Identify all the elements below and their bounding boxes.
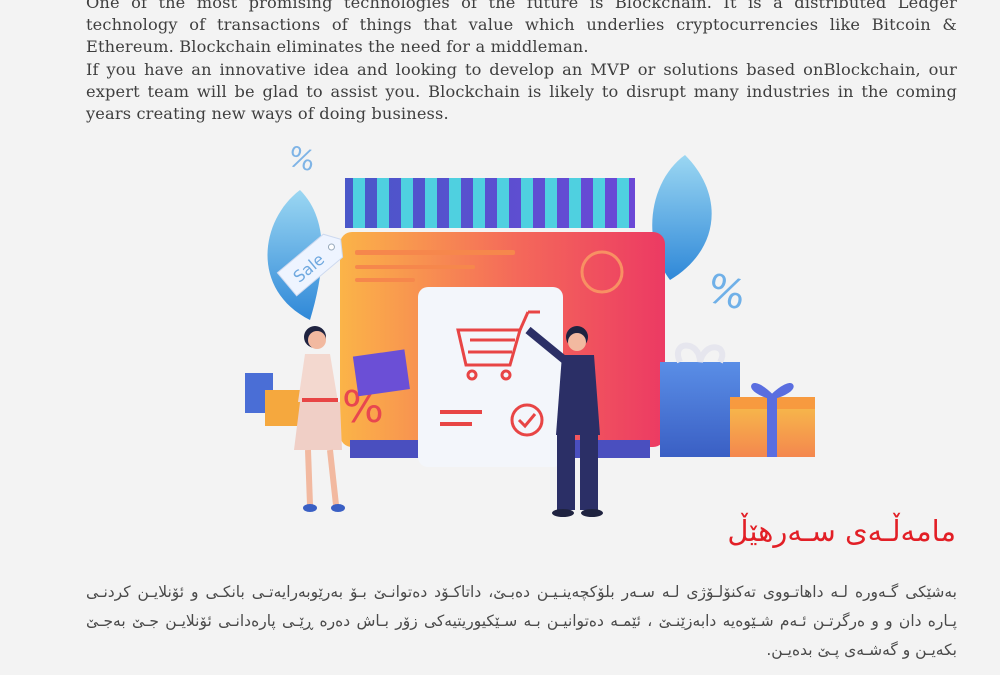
gift-box-back [660, 362, 740, 457]
left-leaf [267, 190, 322, 320]
english-paragraph-1: One of the most promising technologies o… [86, 0, 957, 57]
english-paragraph-2: If you have an innovative idea and looki… [86, 59, 957, 124]
online-shopping-illustration: % % % Sale [245, 140, 815, 517]
awning-stripes [353, 178, 629, 228]
man-pointing [525, 326, 603, 517]
check-icon [510, 403, 544, 437]
kurdish-paragraph: بەشێکی گـەورە لـە داهاتـووی تەکنۆلـۆژی ل… [86, 583, 957, 659]
percent-sign-right: % [702, 265, 751, 319]
shopping-cart-icon [456, 310, 540, 381]
shop-awning [345, 178, 635, 228]
percent-sign-top: % [285, 140, 319, 178]
kurdish-section-title: مامەڵـەی سـەرهێڵ [727, 514, 956, 548]
english-intro: One of the most promising technologies o… [86, 0, 957, 125]
woman-shopper [245, 326, 410, 512]
phone-screen [418, 287, 563, 467]
right-leaf [652, 155, 712, 280]
